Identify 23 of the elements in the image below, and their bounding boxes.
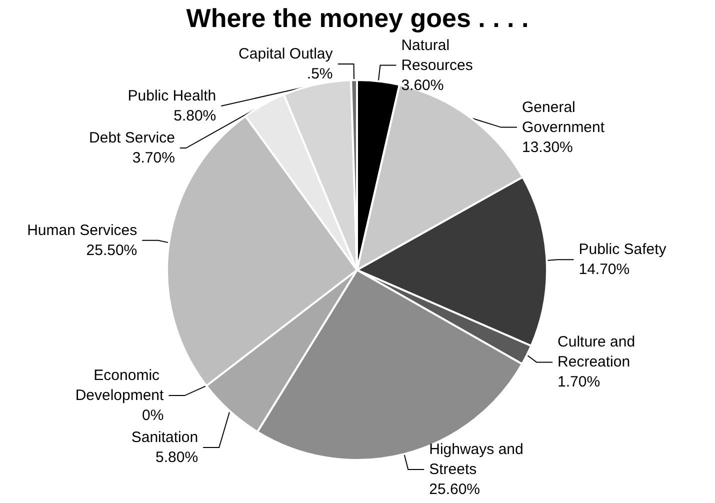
data-label: 3.60% [401,76,444,94]
data-label: 25.60% [429,481,480,498]
data-label: 3.70% [132,150,175,167]
data-label: 25.50% [86,242,138,259]
slice-label: Natural Resources [401,36,473,74]
slice-label: Capital Outlay [238,46,334,63]
data-label: 5.80% [174,108,216,125]
slice-label: Debt Service [89,130,175,147]
slice-label: General Government [522,98,606,136]
slice-label: Culture and Recreation [558,334,640,371]
data-label: 1.70% [558,374,600,391]
chart-title: Where the money goes . . . . [186,3,529,33]
slice-label: Sanitation [131,429,198,446]
slice-label: Human Services [27,222,138,239]
text: 0% [142,407,164,424]
data-label: 14.70% [578,261,630,278]
slice-label: Public Health [128,88,216,105]
data-label: 5.80% [156,449,198,466]
data-label: 13.30% [522,138,573,156]
data-label: .5% [306,66,333,83]
legend-label: Economic Development [75,367,165,404]
slice-label: Public Safety [578,241,667,258]
slice-label: Highways and Streets [429,441,528,478]
